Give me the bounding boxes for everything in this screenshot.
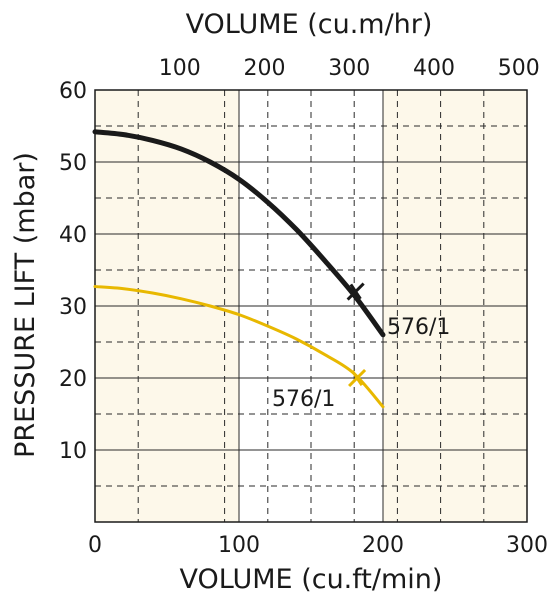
y-axis-title: PRESSURE LIFT (mbar) <box>10 152 41 458</box>
x2-axis-title: VOLUME (cu.m/hr) <box>186 9 433 40</box>
series-marker-b-1 <box>351 369 364 387</box>
x2-tick-400: 400 <box>413 56 455 81</box>
y-tick-10: 10 <box>59 439 87 464</box>
tick-labels: 10 20 30 40 50 60 0 100 200 300 100 200 300 400 500 <box>59 56 548 558</box>
series-line-0 <box>92 129 386 338</box>
x2-tick-100: 100 <box>159 56 201 81</box>
y-tick-20: 20 <box>59 367 87 392</box>
y-tick-60: 60 <box>59 79 87 104</box>
plot-frame <box>94 89 528 523</box>
y-tick-50: 50 <box>59 151 87 176</box>
x-tick-100: 100 <box>218 533 260 558</box>
series-label-black: 576/1 <box>387 315 450 340</box>
x2-tick-500: 500 <box>498 56 540 81</box>
x-tick-0: 0 <box>88 533 102 558</box>
y-tick-30: 30 <box>59 295 87 320</box>
series-line-1 <box>93 285 385 409</box>
series-layer <box>92 129 386 409</box>
major-gridlines <box>95 90 527 522</box>
x-tick-200: 200 <box>362 533 404 558</box>
x-tick-300: 300 <box>506 533 548 558</box>
series-marker-b-0 <box>349 283 362 300</box>
x-axis-title: VOLUME (cu.ft/min) <box>180 564 443 595</box>
y-tick-40: 40 <box>59 223 87 248</box>
x2-tick-200: 200 <box>244 56 286 81</box>
series-label-yellow: 576/1 <box>272 387 335 412</box>
x2-tick-300: 300 <box>328 56 370 81</box>
